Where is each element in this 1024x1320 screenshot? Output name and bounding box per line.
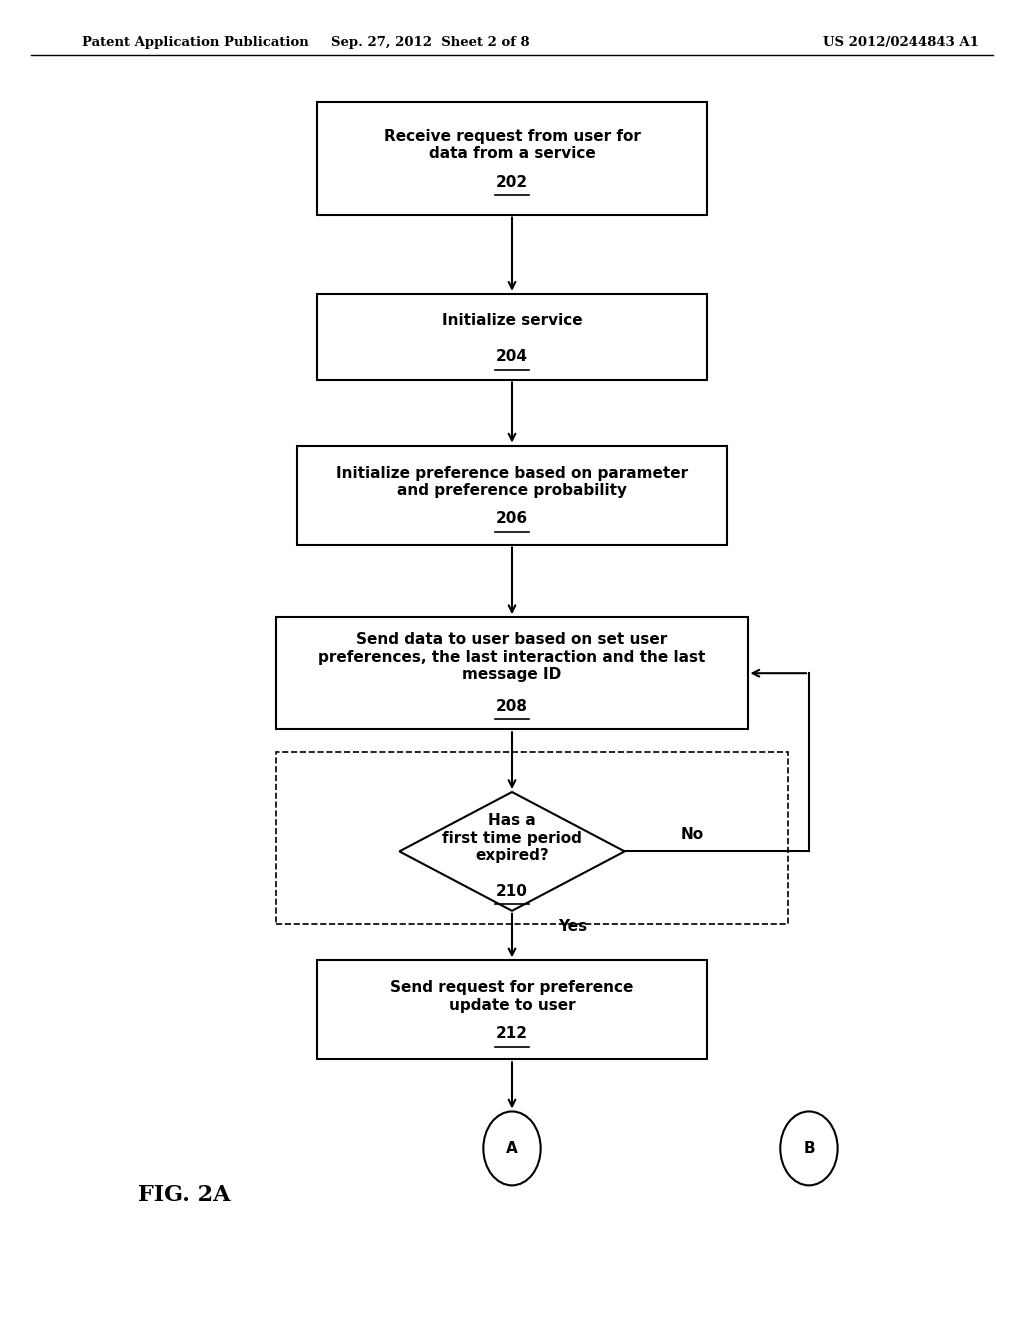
Text: 212: 212 [496,1026,528,1041]
Circle shape [483,1111,541,1185]
Text: 206: 206 [496,511,528,527]
FancyBboxPatch shape [317,961,707,1059]
Text: 202: 202 [496,174,528,190]
Text: Send data to user based on set user
preferences, the last interaction and the la: Send data to user based on set user pref… [318,632,706,682]
Circle shape [780,1111,838,1185]
Text: 204: 204 [496,348,528,364]
Text: FIG. 2A: FIG. 2A [138,1184,230,1205]
FancyBboxPatch shape [276,618,748,729]
Text: 210: 210 [496,883,528,899]
Text: US 2012/0244843 A1: US 2012/0244843 A1 [823,36,979,49]
Text: Sep. 27, 2012  Sheet 2 of 8: Sep. 27, 2012 Sheet 2 of 8 [331,36,529,49]
FancyBboxPatch shape [317,103,707,214]
Text: Initialize service: Initialize service [441,313,583,329]
Text: Send request for preference
update to user: Send request for preference update to us… [390,981,634,1012]
Text: B: B [803,1140,815,1156]
Text: Patent Application Publication: Patent Application Publication [82,36,308,49]
Text: Yes: Yes [558,919,587,935]
Polygon shape [399,792,625,911]
Text: Has a
first time period
expired?: Has a first time period expired? [442,813,582,863]
Text: Initialize preference based on parameter
and preference probability: Initialize preference based on parameter… [336,466,688,498]
FancyBboxPatch shape [317,293,707,380]
Text: A: A [506,1140,518,1156]
Text: 208: 208 [496,698,528,714]
Text: Receive request from user for
data from a service: Receive request from user for data from … [384,129,640,161]
FancyBboxPatch shape [297,446,727,544]
Text: No: No [681,826,705,842]
